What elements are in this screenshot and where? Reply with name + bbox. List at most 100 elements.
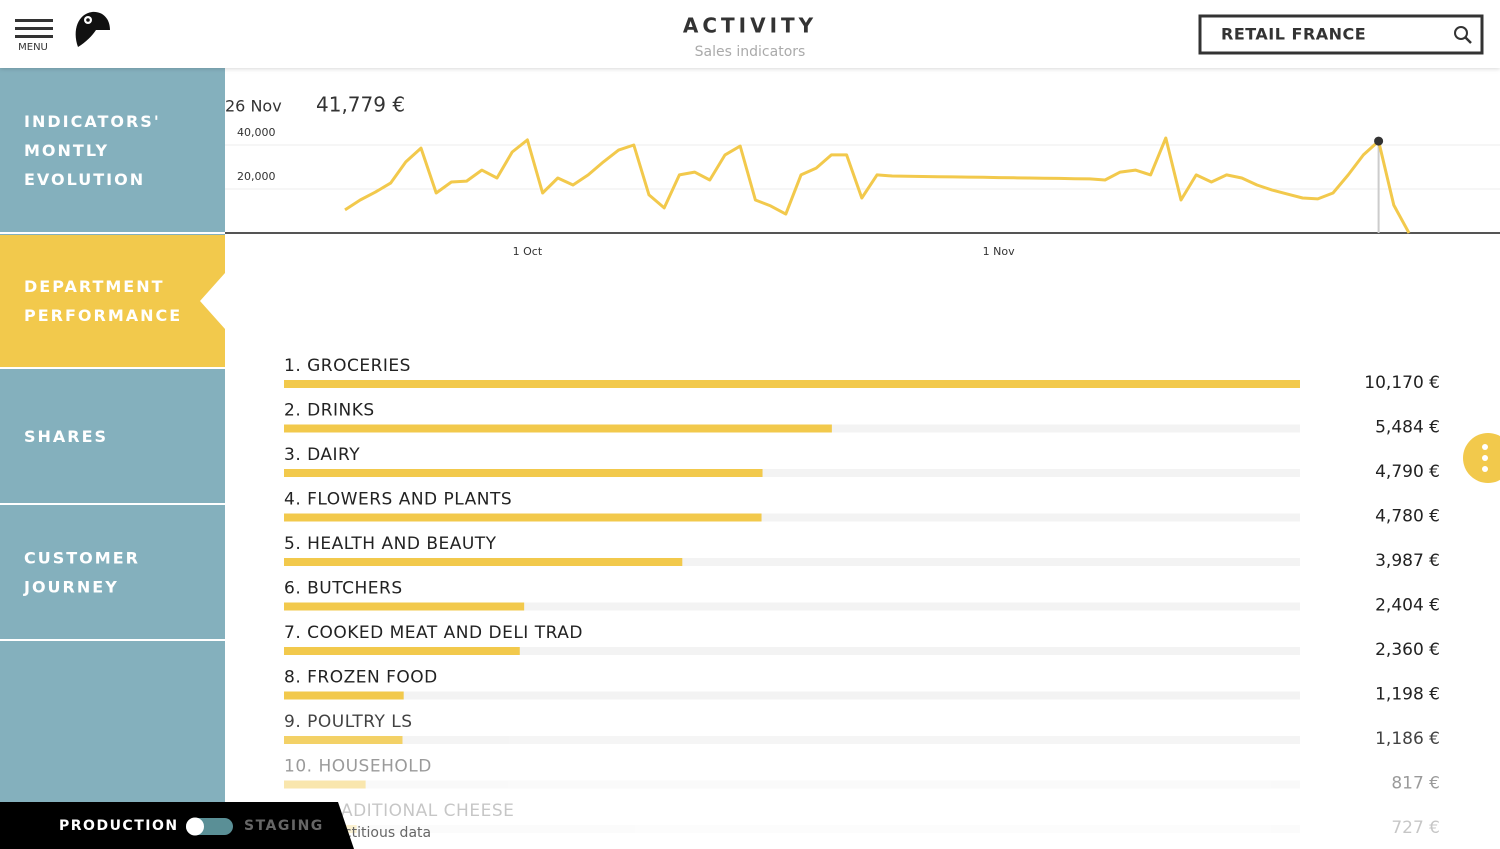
bar bbox=[284, 513, 762, 522]
page-subtitle: Sales indicators bbox=[695, 44, 806, 60]
bar-value-label: 1,186 € bbox=[1375, 729, 1440, 749]
menu-label: MENU bbox=[18, 42, 48, 53]
bar-track bbox=[284, 736, 1300, 744]
bar bbox=[284, 558, 683, 566]
bar bbox=[284, 602, 525, 611]
search-icon bbox=[1454, 26, 1468, 40]
bar-value-label: 4,790 € bbox=[1375, 462, 1440, 482]
bar bbox=[284, 380, 1300, 388]
sales-line bbox=[344, 136, 1411, 234]
environment-toggle[interactable] bbox=[186, 817, 233, 836]
nav-item-label: CUSTOMER bbox=[24, 549, 140, 568]
options-circle bbox=[1463, 433, 1500, 483]
nav: INDICATORS' MONTLY EVOLUTION DEPARTMENT PERF… bbox=[0, 70, 225, 641]
options-button[interactable] bbox=[1463, 433, 1500, 483]
bar-track bbox=[284, 780, 1300, 789]
menu-bar bbox=[15, 27, 53, 30]
footer-note: Fictitious data bbox=[333, 825, 431, 841]
menu-bar bbox=[15, 35, 53, 38]
tooltip-date: 26 Nov bbox=[225, 97, 282, 116]
bar bbox=[284, 780, 366, 789]
bar-track bbox=[284, 558, 1300, 566]
search-text: RETAIL FRANCE bbox=[1221, 25, 1366, 44]
department-label: 7. COOKED MEAT AND DELI TRAD bbox=[284, 623, 583, 643]
nav-item-label: SHARES bbox=[24, 427, 108, 446]
bar-value-label: 5,484 € bbox=[1375, 418, 1440, 438]
nav-item-bg bbox=[0, 506, 225, 639]
bar-value-label: 1,198 € bbox=[1375, 685, 1440, 705]
x-tick-label: 1 Oct bbox=[513, 245, 543, 258]
y-tick-label: 20,000 bbox=[237, 170, 276, 183]
bar-track bbox=[284, 602, 1300, 611]
department-label: 1. GROCERIES bbox=[284, 356, 411, 376]
department-label: 8. FROZEN FOOD bbox=[284, 668, 438, 688]
nav-item[interactable]: DEPARTMENT PERFORMANCE bbox=[0, 235, 225, 367]
department-row: 4. FLOWERS AND PLANTS 4,780 € bbox=[284, 490, 1440, 527]
bar bbox=[284, 691, 404, 700]
nav-item-label: EVOLUTION bbox=[24, 170, 145, 189]
line-chart: 20,000 40,000 1 Oct 1 Nov 26 Nov 41,779 € bbox=[225, 93, 1500, 258]
bar bbox=[284, 647, 520, 655]
bar-value-label: 817 € bbox=[1391, 774, 1440, 794]
department-label: 3. DAIRY bbox=[284, 445, 360, 465]
department-bars: 1. GROCERIES 10,170 € 2. DRINKS 5,484 € 3. D… bbox=[284, 356, 1440, 838]
staging-label[interactable]: STAGING bbox=[244, 818, 324, 834]
department-label: 9. POULTRY LS bbox=[284, 712, 413, 732]
bar bbox=[284, 736, 403, 744]
nav-item-bg bbox=[0, 70, 225, 231]
bar-value-label: 3,987 € bbox=[1375, 551, 1440, 571]
content: 20,000 40,000 1 Oct 1 Nov 26 Nov 41,779 € 1. G… bbox=[225, 93, 1500, 838]
x-tick-label: 1 Nov bbox=[983, 245, 1015, 258]
bar bbox=[284, 469, 763, 477]
menu-bar bbox=[15, 19, 53, 22]
department-row: 3. DAIRY 4,790 € bbox=[284, 445, 1440, 482]
nav-item[interactable]: INDICATORS' MONTLY EVOLUTION bbox=[0, 70, 225, 231]
options-dot bbox=[1482, 444, 1488, 450]
bar bbox=[284, 424, 832, 433]
search-icon-handle bbox=[1464, 36, 1472, 44]
nav-active-notch bbox=[200, 273, 225, 329]
options-dot bbox=[1482, 466, 1488, 472]
bar-track bbox=[284, 513, 1300, 522]
page-title: ACTIVITY bbox=[683, 14, 817, 38]
environment-bar bbox=[0, 802, 354, 849]
options-dot bbox=[1482, 455, 1488, 461]
department-row: 5. HEALTH AND BEAUTY 3,987 € bbox=[284, 534, 1440, 571]
department-row: 1. GROCERIES 10,170 € bbox=[284, 356, 1440, 393]
bar-value-label: 10,170 € bbox=[1364, 373, 1440, 393]
department-label: 10. HOUSEHOLD bbox=[284, 757, 432, 777]
menu-button[interactable]: MENU bbox=[15, 19, 53, 53]
bar-track bbox=[284, 691, 1300, 700]
logo-pupil bbox=[86, 18, 90, 22]
department-label: 5. HEALTH AND BEAUTY bbox=[284, 534, 497, 554]
toggle-knob bbox=[186, 817, 204, 836]
bar-value-label: 2,404 € bbox=[1375, 596, 1440, 616]
tooltip-value: 41,779 € bbox=[316, 93, 405, 117]
bar-value-label: 727 € bbox=[1391, 818, 1440, 838]
search-field bbox=[1198, 14, 1484, 55]
y-tick-label: 40,000 bbox=[237, 126, 276, 139]
nav-item-label: DEPARTMENT bbox=[24, 277, 165, 296]
nav-item-bg bbox=[0, 235, 225, 367]
nav-item-label: INDICATORS' bbox=[24, 112, 161, 131]
department-label: 2. DRINKS bbox=[284, 401, 375, 421]
department-label: 4. FLOWERS AND PLANTS bbox=[284, 490, 512, 510]
hover-point bbox=[1374, 136, 1384, 146]
nav-item-label: MONTLY bbox=[24, 141, 109, 160]
department-row: 9. POULTRY LS 1,186 € bbox=[284, 712, 1440, 749]
department-row: 6. BUTCHERS 2,404 € bbox=[284, 579, 1440, 616]
department-row: 8. FROZEN FOOD 1,198 € bbox=[284, 668, 1440, 705]
nav-item-label: PERFORMANCE bbox=[24, 306, 182, 325]
nav-item[interactable]: CUSTOMER JOURNEY bbox=[0, 506, 225, 639]
nav-item-label: JOURNEY bbox=[23, 578, 119, 597]
department-row: 7. COOKED MEAT AND DELI TRAD 2,360 € bbox=[284, 623, 1440, 660]
nav-item[interactable]: SHARES bbox=[0, 370, 225, 503]
bar-value-label: 2,360 € bbox=[1375, 640, 1440, 660]
bar-track bbox=[284, 469, 1300, 477]
bar-track bbox=[284, 647, 1300, 655]
search-box[interactable]: RETAIL FRANCE bbox=[1198, 14, 1484, 55]
production-label[interactable]: PRODUCTION bbox=[59, 818, 179, 834]
